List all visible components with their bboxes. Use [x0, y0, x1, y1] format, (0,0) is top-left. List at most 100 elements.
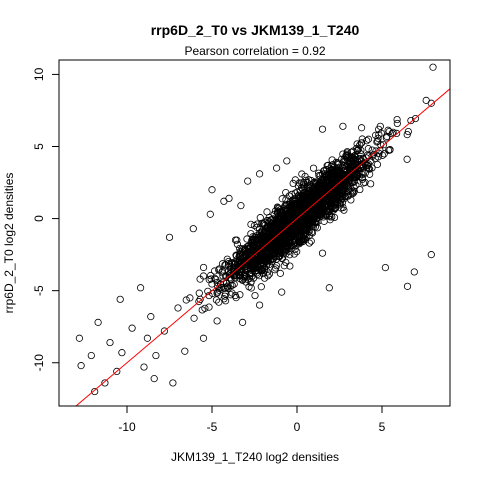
scatter-point: [355, 173, 364, 181]
scatter-point: [363, 137, 371, 145]
scatter-point: [222, 261, 230, 269]
scatter-point: [321, 166, 329, 175]
scatter-point: [321, 169, 329, 178]
scatter-point: [365, 152, 373, 160]
scatter-point: [358, 139, 366, 147]
scatter-point: [106, 338, 114, 347]
scatter-point: [384, 146, 393, 154]
scatter-point: [160, 327, 168, 335]
scatter-point: [241, 253, 249, 261]
scatter-point: [347, 190, 355, 198]
y-axis-label: rrp6D_2_T0 log2 densities: [2, 173, 16, 314]
x-tick-label: -10: [118, 420, 136, 434]
scatter-point: [272, 264, 280, 272]
scatter-point: [292, 212, 300, 220]
scatter-point: [276, 269, 284, 277]
scatter-point: [263, 217, 271, 225]
scatter-point: [251, 291, 259, 300]
scatter-point: [261, 219, 269, 227]
scatter-point: [324, 161, 332, 170]
scatter-point: [255, 170, 264, 178]
scatter-point: [265, 233, 273, 241]
scatter-point: [199, 263, 208, 272]
scatter-point: [255, 301, 264, 309]
scatter-point: [410, 268, 418, 276]
scatter-point: [250, 238, 258, 246]
scatter-point: [212, 296, 221, 304]
scatter-points: [75, 63, 437, 396]
scatter-point: [182, 296, 190, 304]
scatter-point: [318, 209, 326, 217]
scatter-point: [343, 150, 351, 159]
scatter-point: [357, 124, 366, 132]
scatter-point: [305, 193, 313, 201]
scatter-point: [247, 220, 255, 228]
scatter-point: [277, 244, 285, 252]
scatter-point: [77, 362, 85, 370]
scatter-point: [190, 314, 198, 322]
scatter-point: [303, 201, 311, 209]
y-tick-label: 0: [32, 215, 46, 222]
y-tick-label: 10: [32, 67, 46, 81]
scatter-point: [290, 250, 298, 258]
scatter-point: [404, 127, 412, 136]
scatter-point: [258, 231, 266, 239]
scatter-point: [309, 164, 318, 172]
scatter-point: [367, 180, 375, 188]
scatter-point: [349, 156, 357, 164]
scatter-point: [236, 244, 244, 253]
plot-box: [58, 59, 451, 407]
scatter-point: [312, 180, 320, 188]
scatter-point: [75, 334, 84, 342]
scatter-point: [282, 188, 290, 197]
scatter-point: [214, 288, 222, 296]
scatter-point: [403, 131, 411, 139]
scatter-point: [306, 189, 314, 198]
scatter-point: [208, 280, 216, 288]
scatter-point: [272, 164, 281, 172]
scatter-point: [233, 240, 242, 248]
scatter-point: [358, 135, 366, 143]
fit-line-group: [75, 88, 450, 406]
scatter-point: [403, 155, 411, 163]
scatter-point: [332, 158, 340, 166]
scatter-point: [307, 220, 315, 228]
scatter-point: [307, 237, 315, 245]
scatter-point: [221, 297, 230, 305]
scatter-point: [296, 238, 304, 247]
scatter-point: [247, 244, 255, 252]
scatter-point: [298, 179, 306, 187]
scatter-point: [186, 294, 194, 302]
scatter-point: [128, 324, 136, 332]
x-tick-label: 5: [379, 420, 386, 434]
scatter-point: [225, 270, 234, 278]
scatter-point: [345, 177, 353, 185]
scatter-point: [279, 227, 287, 235]
scatter-point: [301, 209, 309, 217]
scatter-point: [255, 229, 264, 237]
scatter-point: [361, 178, 369, 187]
scatter-point: [248, 236, 256, 244]
scatter-point: [322, 171, 330, 179]
scatter-point: [256, 225, 264, 233]
scatter-point: [242, 278, 250, 286]
scatter-point: [411, 114, 420, 123]
scatter-point: [330, 213, 339, 222]
scatter-point: [181, 347, 189, 355]
scatter-point: [244, 177, 252, 185]
scatter-point: [246, 253, 254, 261]
scatter-point: [375, 131, 383, 139]
scatter-point: [268, 258, 276, 266]
scatter-point: [332, 175, 340, 183]
scatter-point: [215, 286, 223, 294]
scatter-point: [393, 115, 401, 124]
scatter-point: [290, 198, 298, 206]
scatter-point: [212, 275, 220, 284]
scatter-point: [381, 263, 389, 272]
scatter-point: [223, 283, 231, 291]
scatter-point: [341, 181, 349, 190]
scatter-point: [169, 379, 177, 387]
scatter-point: [300, 180, 308, 189]
scatter-point: [222, 279, 230, 288]
